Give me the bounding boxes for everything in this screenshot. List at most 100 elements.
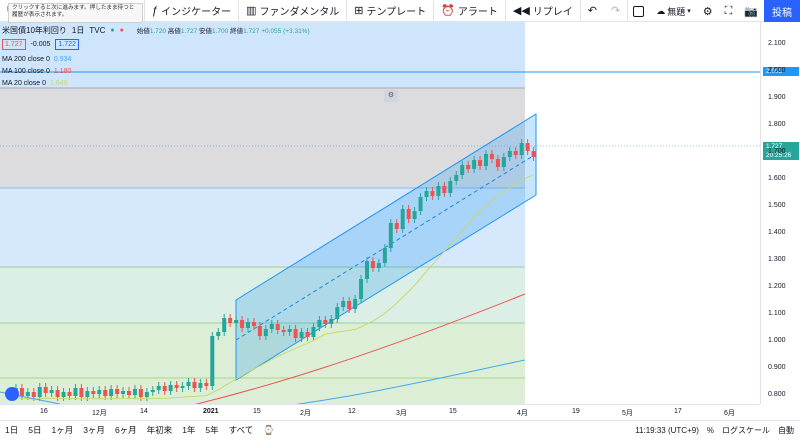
candle [180,386,185,388]
candle [436,186,441,196]
logo-icon[interactable] [5,387,19,401]
candle [293,329,298,338]
date-range-icon[interactable]: ⌚ [263,424,275,435]
candle [370,261,375,268]
candle [251,322,256,326]
range-button[interactable]: 1年 [182,425,196,435]
right-toolbar: ☁ 無題 ▾ ⚙ ⛶ 📷 投稿 [627,0,800,22]
undo-button[interactable]: ↶ [581,0,604,22]
auto-scale-toggle[interactable]: 自動 [778,426,794,435]
candle [305,332,310,337]
candle [162,386,167,391]
price-chart[interactable] [0,22,760,404]
candle [67,392,72,396]
bar-chart-icon: ▥ [246,5,257,17]
candle [91,391,96,394]
layout-button[interactable] [627,0,650,22]
ma100-legend[interactable]: MA 100 close 0 1.180 [2,67,72,75]
source-label: TVC [89,25,106,35]
fundamentals-button[interactable]: ▥ ファンダメンタル [239,0,348,22]
candle [49,390,54,393]
ma200-legend[interactable]: MA 200 close 0 0.934 [2,55,72,63]
price-tick-label: 1.900 [768,94,786,101]
post-button[interactable]: 投稿 [764,0,800,22]
candle [61,392,66,397]
cloud-save-button[interactable]: ☁ 無題 ▾ [656,5,691,17]
ohlc-values: 始値1.720 高値1.727 安値1.700 終値1.727 +0.055 (… [136,28,310,35]
price-axis[interactable]: 2.002 1.727 20:25:26 2.100 2.000 1.900 1.80… [760,22,800,404]
candle [25,392,30,396]
range-button[interactable]: 1ヶ月 [51,425,74,435]
candle [55,390,60,397]
candle [299,332,304,338]
range-button[interactable]: 6ヶ月 [114,425,137,435]
time-tick-label: 2021 [203,408,219,415]
chart-legend: 米国債10年利回り 1日 TVC ● ● 始値1.720 高値1.727 安値1… [2,24,310,89]
bid-price[interactable]: 1.727 [2,38,26,50]
status-dot-icon: ● [110,26,115,34]
scroll-left-button[interactable] [1,3,6,19]
candle [317,320,322,327]
fib-band [0,88,525,188]
candle [43,387,48,393]
candle [424,191,429,197]
price-tick-label: 1.500 [768,202,786,209]
ask-price[interactable]: 1.722 [55,38,79,50]
log-scale-toggle[interactable]: ログスケール [722,426,770,435]
candle [138,389,143,397]
replay-button[interactable]: ◀◀ リプレイ [506,0,581,22]
ma20-legend[interactable]: MA 20 close 0 1.646 [2,79,68,87]
snapshot-button[interactable]: 📷 [738,0,764,22]
range-button[interactable]: 5年 [205,425,219,435]
candle [394,223,399,229]
alert-button[interactable]: ⏰ アラート [434,0,506,22]
candle [454,175,459,181]
price-tick-label: 1.100 [768,310,786,317]
redo-button[interactable]: ↷ [604,0,629,22]
time-tick-label: 16 [40,408,48,415]
range-button[interactable]: すべて [228,425,254,435]
candle [388,223,393,248]
candle [269,324,274,329]
time-tick-label: 15 [253,408,261,415]
candle [198,383,203,388]
candle [97,390,102,394]
candle [412,211,417,219]
range-button[interactable]: 1日 [5,425,19,435]
candle [109,389,114,396]
chart-pane[interactable] [0,22,760,404]
camera-icon: 📷 [744,5,758,18]
clock-display[interactable]: 11:19:33 (UTC+9) [635,426,699,435]
candle [376,263,381,268]
candle [311,327,316,337]
range-button[interactable]: 年初来 [146,425,173,435]
candle [341,301,346,307]
candle [257,326,262,336]
time-axis[interactable]: 16 12月 14 2021 15 2月 12 3月 15 4月 19 5月 17 6月 [0,404,760,420]
candle [365,261,369,279]
candle [127,391,131,395]
collapse-button[interactable]: ⚙ [384,90,398,102]
symbol-title: 米国債10年利回り [2,25,67,35]
range-buttons: 1日 5日 1ヶ月 3ヶ月 6ヶ月 年初来 1年 5年 すべて [0,424,258,436]
fullscreen-button[interactable]: ⛶ [719,0,739,22]
ma20-line [9,174,534,401]
candle [466,165,471,169]
fullscreen-icon: ⛶ [724,4,733,17]
template-icon: ⊞ [354,5,364,17]
indicators-button[interactable]: ƒ インジケーター [145,0,240,22]
percent-toggle[interactable]: % [706,426,714,435]
candle [472,160,477,169]
candle [359,279,364,299]
price-tick-label: 2.100 [768,40,786,47]
settings-button[interactable]: ⚙ [697,0,719,22]
templates-button[interactable]: ⊞ テンプレート [347,0,435,22]
candle [329,319,334,324]
price-tick-label: 0.900 [768,364,786,371]
chevron-down-icon: ▾ [687,8,691,15]
candle [228,318,233,323]
ma100-line [194,293,526,404]
range-button[interactable]: 3ヶ月 [83,425,105,435]
fib-band [0,188,525,267]
range-button[interactable]: 5日 [28,425,42,435]
